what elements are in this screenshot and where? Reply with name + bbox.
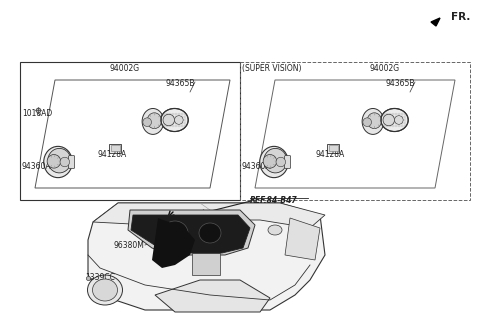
FancyBboxPatch shape	[69, 156, 75, 168]
Ellipse shape	[162, 221, 188, 245]
Polygon shape	[128, 210, 255, 255]
Text: REF.84-B47: REF.84-B47	[250, 196, 298, 205]
Text: 94128A: 94128A	[97, 150, 126, 159]
Ellipse shape	[264, 148, 287, 173]
Ellipse shape	[48, 148, 71, 173]
Text: 96380M: 96380M	[113, 240, 144, 250]
Bar	[327, 144, 339, 152]
Ellipse shape	[276, 157, 286, 167]
Ellipse shape	[260, 146, 288, 178]
Ellipse shape	[147, 113, 162, 129]
Text: 94360A: 94360A	[242, 162, 272, 171]
Bar	[328, 145, 337, 151]
Text: 1018AD: 1018AD	[22, 109, 52, 118]
Ellipse shape	[142, 109, 164, 134]
Text: 94365B: 94365B	[165, 79, 194, 88]
Ellipse shape	[93, 279, 118, 301]
Ellipse shape	[199, 223, 221, 243]
Polygon shape	[93, 203, 325, 228]
Ellipse shape	[268, 225, 282, 235]
Text: FR.: FR.	[451, 12, 470, 22]
Ellipse shape	[161, 109, 188, 131]
Ellipse shape	[367, 113, 382, 129]
Ellipse shape	[263, 155, 276, 168]
Bar	[108, 144, 121, 152]
Text: 94365B: 94365B	[385, 79, 415, 88]
FancyBboxPatch shape	[285, 156, 290, 168]
Polygon shape	[431, 18, 440, 26]
Text: 1339CC: 1339CC	[85, 273, 115, 283]
Text: 94002G: 94002G	[370, 64, 400, 73]
Polygon shape	[155, 280, 270, 312]
Ellipse shape	[175, 116, 183, 124]
Ellipse shape	[143, 118, 152, 127]
Ellipse shape	[395, 116, 403, 124]
Text: 94128A: 94128A	[316, 150, 345, 159]
Bar	[192, 253, 220, 275]
Polygon shape	[88, 203, 325, 310]
Ellipse shape	[381, 109, 408, 131]
Text: (SUPER VISION): (SUPER VISION)	[242, 64, 301, 73]
Ellipse shape	[60, 157, 70, 167]
Ellipse shape	[362, 109, 384, 134]
Polygon shape	[285, 218, 320, 260]
Polygon shape	[131, 215, 250, 253]
Ellipse shape	[163, 114, 175, 126]
Bar	[110, 145, 120, 151]
Ellipse shape	[44, 146, 72, 178]
Ellipse shape	[383, 114, 395, 126]
Text: 94002G: 94002G	[110, 64, 140, 73]
Ellipse shape	[47, 155, 60, 168]
Text: 94360A: 94360A	[22, 162, 52, 171]
Ellipse shape	[87, 275, 122, 305]
Ellipse shape	[363, 118, 372, 127]
Polygon shape	[152, 218, 195, 268]
